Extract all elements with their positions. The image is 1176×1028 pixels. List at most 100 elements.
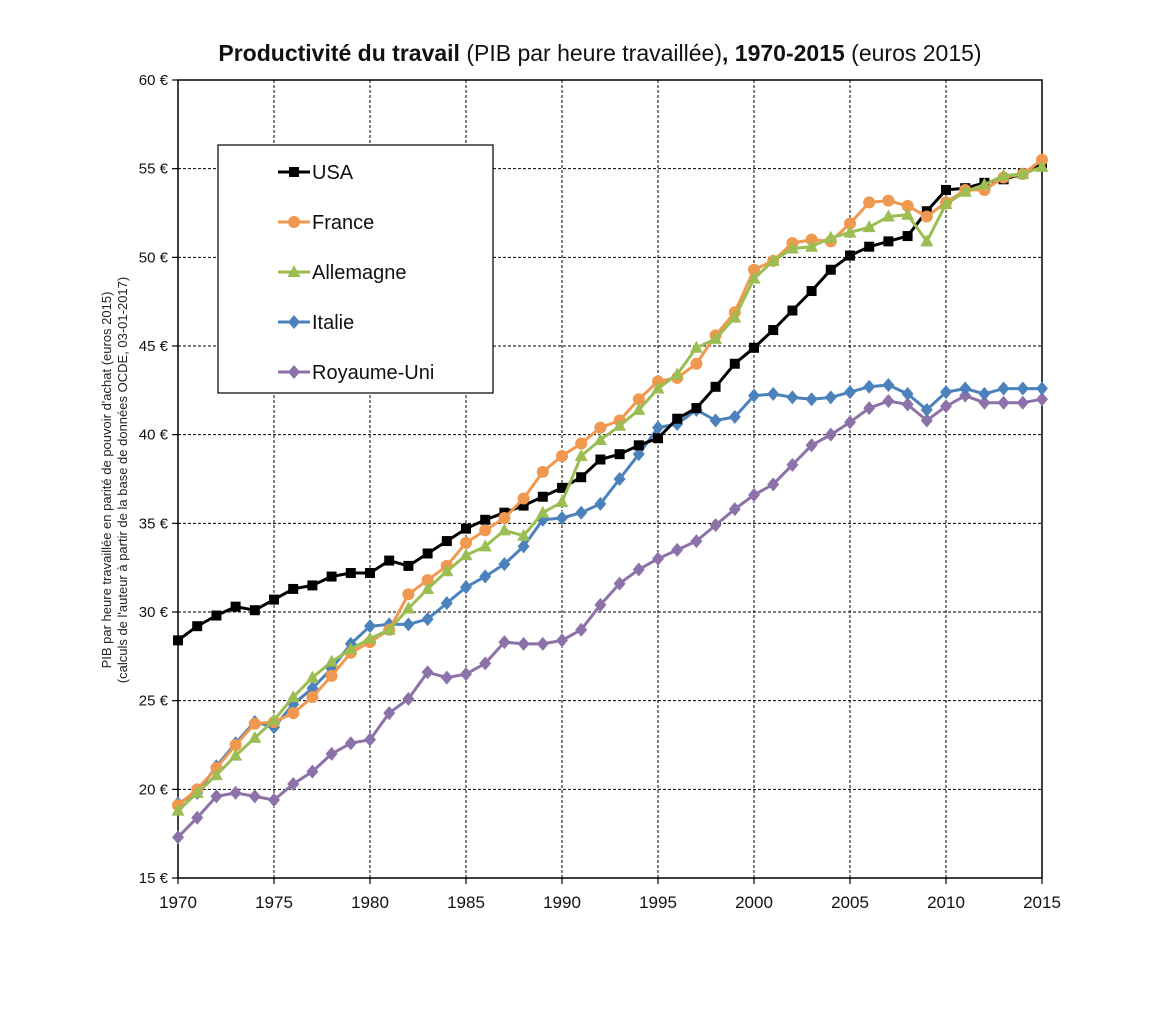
legend-label: France	[312, 212, 374, 234]
data-point	[460, 580, 472, 595]
data-point	[728, 310, 742, 323]
data-point	[1016, 381, 1029, 396]
data-point	[307, 580, 318, 591]
data-point	[805, 239, 819, 252]
x-tick-label: 1975	[255, 893, 293, 912]
data-point	[709, 331, 723, 344]
x-tick-label: 1980	[351, 893, 389, 912]
data-point	[402, 588, 415, 601]
data-point	[248, 717, 261, 730]
data-point	[920, 413, 933, 428]
series-line	[177, 383, 1042, 805]
data-point	[229, 748, 243, 761]
data-point	[710, 381, 721, 392]
data-point	[633, 440, 644, 451]
data-point	[901, 397, 914, 412]
data-point	[211, 610, 222, 621]
data-point	[173, 635, 183, 646]
data-point	[575, 505, 588, 520]
data-point	[402, 691, 415, 706]
data-point	[652, 420, 664, 435]
data-point	[382, 622, 396, 635]
data-point	[422, 548, 433, 559]
series-line	[176, 394, 1043, 839]
data-point	[862, 220, 876, 233]
data-point	[901, 207, 915, 220]
data-point	[556, 511, 568, 526]
data-point	[344, 736, 357, 751]
y-tick-label: 45 €	[139, 338, 169, 355]
plot-frame	[177, 79, 1043, 879]
data-point	[575, 622, 588, 637]
data-point	[574, 448, 588, 461]
data-point	[843, 225, 857, 238]
title-part-4: (euros 2015)	[844, 40, 982, 66]
data-point	[671, 542, 684, 557]
data-point	[497, 523, 511, 536]
data-point	[287, 777, 300, 792]
data-point	[651, 381, 665, 394]
series-line	[176, 165, 1043, 812]
data-point	[689, 340, 703, 353]
legend-entry: France	[278, 212, 374, 234]
data-point	[401, 601, 415, 614]
data-point	[845, 250, 855, 261]
data-point	[190, 785, 204, 798]
data-point	[863, 196, 876, 209]
data-point	[249, 605, 260, 616]
data-point	[171, 803, 185, 816]
data-point	[230, 601, 241, 612]
data-point	[421, 574, 434, 587]
data-point	[460, 667, 472, 682]
data-point	[749, 342, 759, 353]
data-point	[613, 418, 627, 431]
data-point	[824, 230, 838, 243]
data-point	[1036, 381, 1048, 396]
data-point	[632, 393, 645, 406]
data-point	[325, 746, 338, 761]
data-point	[306, 764, 319, 779]
series-group	[171, 153, 1049, 845]
data-point	[248, 730, 262, 743]
data-point	[517, 539, 530, 554]
data-point	[460, 536, 472, 549]
y-tick-label: 60 €	[139, 72, 169, 89]
data-point	[728, 409, 741, 424]
legend-swatch-marker	[288, 216, 300, 228]
legend-entry: USA	[278, 162, 354, 184]
data-point	[670, 367, 684, 380]
data-point	[672, 413, 683, 424]
x-tick-label: 1985	[447, 893, 485, 912]
data-point	[498, 635, 511, 650]
data-point	[1016, 166, 1030, 179]
data-point	[402, 617, 415, 632]
data-point	[479, 656, 492, 671]
data-point	[536, 465, 549, 478]
title-part-1: Productivité du travail	[218, 40, 460, 66]
data-point	[267, 713, 281, 726]
data-point	[920, 210, 933, 223]
data-point	[594, 597, 607, 612]
data-point	[537, 491, 548, 502]
axes: 1970 1975 1980 1985 1990 1995 2000 2005 2010 2015…	[139, 72, 1061, 912]
data-point	[882, 194, 895, 207]
data-point	[517, 492, 530, 505]
data-point	[806, 286, 817, 297]
data-point	[748, 388, 760, 403]
data-point	[997, 395, 1010, 410]
y-tick-label: 40 €	[139, 427, 169, 444]
data-point	[748, 263, 760, 276]
data-point	[652, 551, 664, 566]
data-point	[940, 399, 952, 414]
x-tick-label: 2000	[735, 893, 773, 912]
data-point	[479, 524, 492, 537]
data-point	[901, 199, 914, 212]
data-point	[786, 390, 799, 405]
data-point	[305, 670, 319, 683]
data-point	[344, 642, 358, 655]
data-point	[326, 571, 337, 582]
y-tick-label: 55 €	[139, 161, 169, 178]
y-tick-label: 50 €	[139, 249, 169, 266]
legend-swatch-marker	[288, 365, 300, 379]
